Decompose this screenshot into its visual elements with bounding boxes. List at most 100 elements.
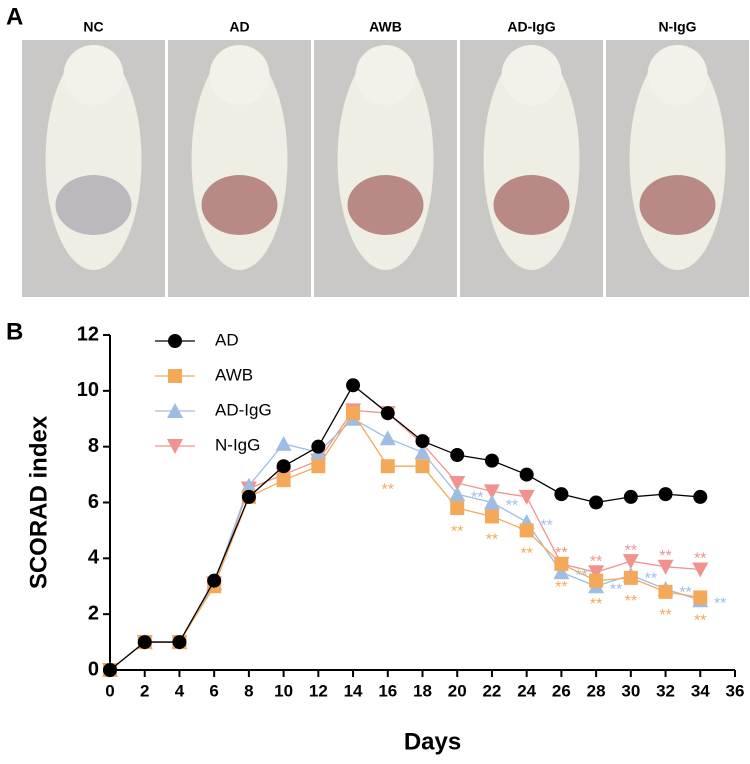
y-tick-label: 0 xyxy=(88,658,99,680)
panel-label: A xyxy=(6,3,23,30)
photo-skin xyxy=(55,175,132,235)
photo-head xyxy=(501,45,562,105)
y-tick-label: 6 xyxy=(88,491,99,513)
legend-label: AD-IgG xyxy=(215,400,272,419)
y-axis-label: SCORAD index xyxy=(25,415,52,589)
marker xyxy=(380,459,395,474)
significance-label: ** xyxy=(694,613,706,630)
panel-label: B xyxy=(6,318,23,345)
marker xyxy=(172,635,187,650)
marker xyxy=(519,523,534,538)
x-tick-label: 30 xyxy=(621,681,640,700)
y-tick-label: 2 xyxy=(88,602,99,624)
marker xyxy=(484,453,499,468)
legend-label: AWB xyxy=(215,365,253,384)
marker xyxy=(588,565,605,581)
marker xyxy=(276,459,291,474)
marker xyxy=(168,369,182,383)
x-tick-label: 24 xyxy=(517,681,536,700)
photo-label: AWB xyxy=(369,19,402,35)
marker xyxy=(518,489,535,505)
significance-label: ** xyxy=(590,596,602,613)
photo-label: N-IgG xyxy=(658,19,696,35)
marker xyxy=(483,494,500,510)
marker xyxy=(415,434,430,449)
marker xyxy=(311,459,326,474)
significance-label: ** xyxy=(520,546,532,563)
marker xyxy=(693,590,708,605)
significance-label: ** xyxy=(659,548,671,565)
significance-label: ** xyxy=(451,523,463,540)
x-tick-label: 6 xyxy=(209,681,218,700)
significance-label: ** xyxy=(506,498,518,515)
photo-skin xyxy=(493,175,570,235)
marker xyxy=(311,439,326,454)
significance-label: ** xyxy=(679,584,691,601)
x-tick-label: 12 xyxy=(309,681,328,700)
y-tick-label: 10 xyxy=(77,379,99,401)
marker xyxy=(450,448,465,463)
legend-label: N-IgG xyxy=(215,435,260,454)
significance-label: ** xyxy=(555,579,567,596)
significance-label: ** xyxy=(610,581,622,598)
marker xyxy=(380,406,395,421)
significance-label: ** xyxy=(694,551,706,568)
marker xyxy=(168,334,182,348)
marker xyxy=(589,495,604,510)
photo-head xyxy=(63,45,124,105)
series-line xyxy=(109,417,701,671)
marker xyxy=(103,663,117,677)
x-tick-label: 2 xyxy=(140,681,149,700)
marker xyxy=(137,635,152,650)
marker xyxy=(450,501,465,516)
significance-label: ** xyxy=(486,532,498,549)
legend-label: AD xyxy=(215,330,239,349)
marker xyxy=(657,559,674,575)
x-tick-label: 14 xyxy=(344,681,363,700)
marker xyxy=(693,489,708,504)
photo-head xyxy=(209,45,270,105)
series-line xyxy=(109,409,701,671)
significance-label: ** xyxy=(714,595,726,612)
y-tick-label: 12 xyxy=(77,323,99,345)
x-axis-label: Days xyxy=(404,728,461,755)
photo-skin xyxy=(639,175,716,235)
marker xyxy=(622,554,639,570)
y-tick-label: 8 xyxy=(88,435,99,457)
marker xyxy=(623,489,638,504)
photo-label: AD xyxy=(229,19,249,35)
marker xyxy=(167,439,183,454)
x-tick-label: 36 xyxy=(726,681,745,700)
marker xyxy=(554,487,569,502)
x-tick-label: 10 xyxy=(274,681,293,700)
marker xyxy=(346,406,361,421)
x-tick-label: 22 xyxy=(482,681,501,700)
marker xyxy=(167,403,183,418)
significance-label: ** xyxy=(625,593,637,610)
x-tick-label: 0 xyxy=(105,681,114,700)
marker xyxy=(449,486,466,502)
marker xyxy=(414,444,431,460)
significance-label: ** xyxy=(590,554,602,571)
marker xyxy=(692,562,709,578)
marker xyxy=(449,475,466,491)
significance-label: ** xyxy=(471,489,483,506)
marker xyxy=(241,489,256,504)
x-tick-label: 32 xyxy=(656,681,675,700)
significance-label: ** xyxy=(625,542,637,559)
photo-label: AD-IgG xyxy=(507,19,555,35)
marker xyxy=(276,473,291,488)
series-line xyxy=(109,411,701,671)
marker xyxy=(415,459,430,474)
x-tick-label: 8 xyxy=(244,681,253,700)
marker xyxy=(240,477,257,493)
photo-skin xyxy=(347,175,424,235)
marker xyxy=(484,509,499,524)
marker xyxy=(379,430,396,446)
y-tick-label: 4 xyxy=(88,547,100,569)
x-tick-label: 20 xyxy=(448,681,467,700)
x-tick-label: 16 xyxy=(378,681,397,700)
x-tick-label: 26 xyxy=(552,681,571,700)
marker xyxy=(346,378,361,393)
